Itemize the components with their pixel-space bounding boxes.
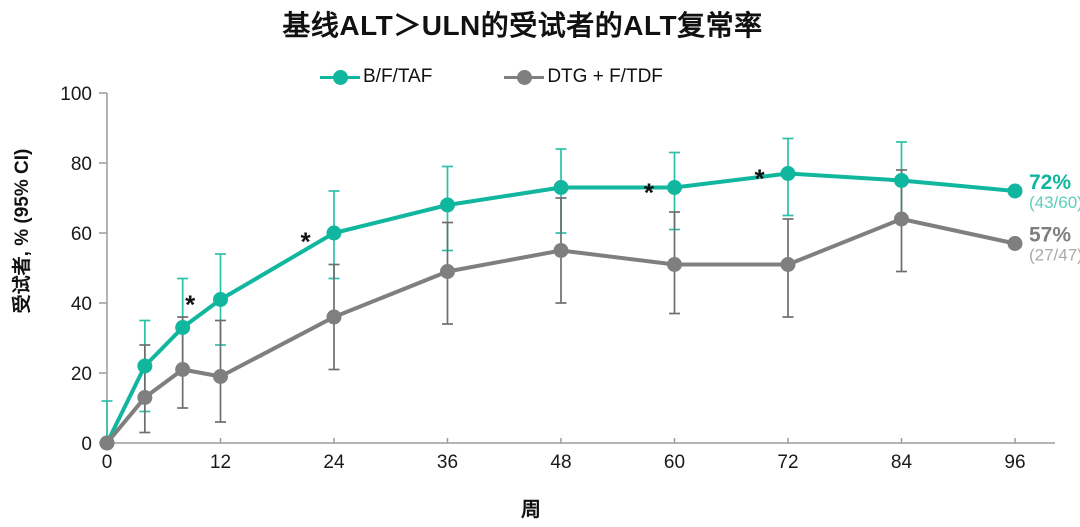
axes bbox=[99, 92, 1055, 444]
x-tick-label: 48 bbox=[550, 452, 571, 473]
x-tick-label: 72 bbox=[777, 452, 798, 473]
data-point-dtg-w84 bbox=[893, 211, 909, 227]
data-point-dtg-w72 bbox=[780, 257, 796, 272]
asterisk: * bbox=[185, 290, 196, 320]
end-label-pct-bftaf: 72% bbox=[1029, 171, 1071, 194]
legend-item-dtg: DTG + F/TDF bbox=[504, 66, 663, 88]
asterisk: * bbox=[644, 178, 655, 208]
end-label-frac-dtg: (27/47) bbox=[1029, 246, 1080, 265]
x-tick-label: 36 bbox=[437, 452, 458, 473]
x-axis-label: 周 bbox=[521, 499, 541, 521]
data-point-bftaf-w8 bbox=[175, 320, 191, 335]
end-label-frac-bftaf: (43/60) bbox=[1029, 193, 1080, 212]
y-tick-label: 20 bbox=[71, 364, 92, 385]
x-tick-label: 60 bbox=[664, 452, 685, 473]
x-tick-label: 96 bbox=[1004, 452, 1025, 473]
data-point-dtg-w96 bbox=[1007, 236, 1023, 251]
y-tick-label: 80 bbox=[71, 154, 92, 175]
data-point-dtg-w48 bbox=[553, 243, 569, 258]
data-point-bftaf-w4 bbox=[137, 358, 153, 374]
chart-title: 基线ALT＞ULN的受试者的ALT复常率 bbox=[282, 10, 763, 41]
y-tick-label: 60 bbox=[71, 224, 92, 245]
error-bars-dtg bbox=[139, 169, 907, 434]
data-point-bftaf-w24 bbox=[326, 225, 342, 241]
x-tick-label: 84 bbox=[891, 452, 913, 473]
data-point-dtg-w36 bbox=[439, 264, 455, 279]
legend-marker-dtg-icon bbox=[504, 69, 545, 85]
legend-label-dtg: DTG + F/TDF bbox=[547, 66, 663, 87]
y-tick-label: 40 bbox=[71, 294, 92, 315]
y-tick-label: 0 bbox=[81, 434, 92, 455]
data-point-bftaf-w72 bbox=[780, 166, 796, 181]
data-point-dtg-w60 bbox=[666, 257, 682, 272]
data-point-dtg-w8 bbox=[175, 362, 191, 377]
chart-legend: B/F/TAF DTG + F/TDF bbox=[320, 66, 663, 88]
data-point-dtg-w0 bbox=[99, 435, 115, 451]
asterisk: * bbox=[301, 227, 312, 257]
end-label-pct-dtg: 57% bbox=[1029, 224, 1071, 247]
data-point-bftaf-w12 bbox=[212, 292, 228, 307]
x-tick-label: 12 bbox=[210, 452, 231, 473]
data-point-bftaf-w84 bbox=[893, 173, 909, 188]
data-point-bftaf-w60 bbox=[666, 180, 682, 195]
y-tick-labels: 0 20 40 60 80 100 bbox=[60, 84, 92, 455]
data-point-dtg-w4 bbox=[137, 390, 153, 405]
significance-asterisks: * * * * bbox=[185, 164, 765, 320]
legend-item-bftaf: B/F/TAF bbox=[320, 66, 432, 88]
legend-label-bftaf: B/F/TAF bbox=[363, 66, 433, 87]
x-tick-label: 24 bbox=[323, 452, 345, 473]
data-point-dtg-w24 bbox=[326, 309, 342, 325]
asterisk: * bbox=[755, 164, 766, 194]
y-tick-label: 100 bbox=[60, 84, 92, 105]
data-point-dtg-w12 bbox=[212, 369, 228, 384]
x-tick-label: 0 bbox=[102, 452, 113, 473]
series-points-dtg bbox=[99, 211, 1023, 451]
legend-marker-bftaf-icon bbox=[320, 69, 360, 85]
data-point-bftaf-w96 bbox=[1007, 183, 1023, 199]
x-tick-labels: 0 12 24 36 48 60 72 84 96 bbox=[102, 452, 1026, 473]
data-point-bftaf-w36 bbox=[439, 197, 455, 213]
data-point-bftaf-w48 bbox=[553, 180, 569, 195]
error-bars-bftaf bbox=[101, 137, 907, 444]
